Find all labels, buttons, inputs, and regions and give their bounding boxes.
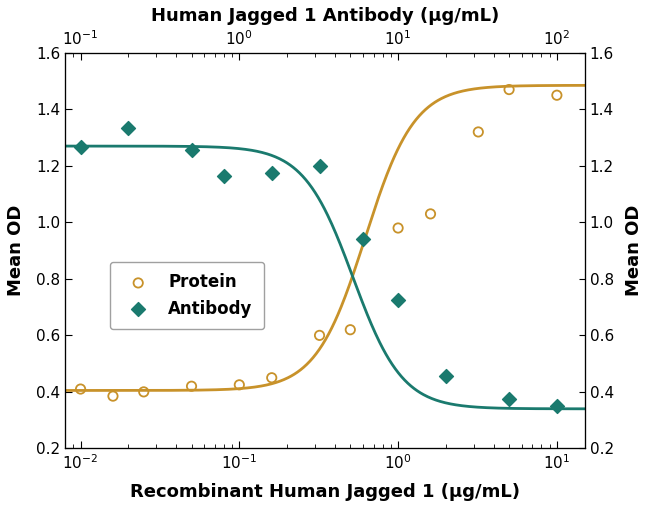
Protein <box>108 392 118 400</box>
Protein <box>473 128 484 136</box>
Antibody <box>187 146 197 154</box>
Antibody <box>441 372 451 380</box>
Protein <box>425 210 436 218</box>
Protein <box>187 382 197 390</box>
Protein <box>234 381 244 389</box>
Protein <box>504 85 514 93</box>
Protein <box>266 374 277 382</box>
Antibody <box>219 172 229 180</box>
Antibody <box>393 296 403 304</box>
Antibody <box>123 123 133 132</box>
Antibody <box>358 235 368 243</box>
Protein <box>552 91 562 99</box>
Antibody <box>504 395 514 403</box>
Antibody <box>315 162 325 170</box>
Y-axis label: Mean OD: Mean OD <box>625 205 643 296</box>
Protein <box>393 224 403 232</box>
Protein <box>75 385 86 393</box>
Protein <box>315 331 325 339</box>
Protein <box>138 388 149 396</box>
Antibody <box>75 143 86 151</box>
Legend: Protein, Antibody: Protein, Antibody <box>110 262 265 329</box>
Y-axis label: Mean OD: Mean OD <box>7 205 25 296</box>
Antibody <box>552 402 562 410</box>
Protein <box>345 326 356 334</box>
X-axis label: Human Jagged 1 Antibody (μg/mL): Human Jagged 1 Antibody (μg/mL) <box>151 7 499 25</box>
Antibody <box>266 169 277 177</box>
X-axis label: Recombinant Human Jagged 1 (μg/mL): Recombinant Human Jagged 1 (μg/mL) <box>130 483 520 501</box>
